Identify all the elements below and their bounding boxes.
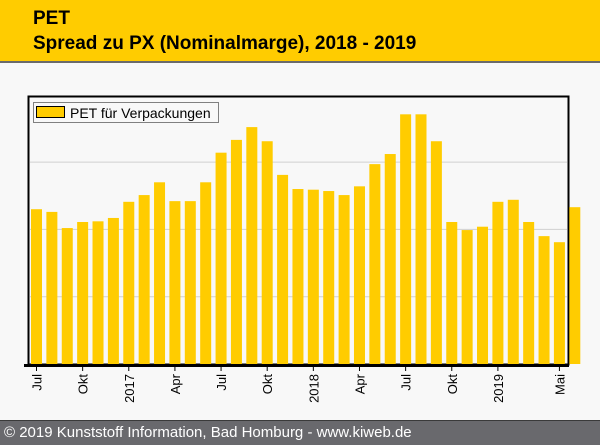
bar-2018-04 (353, 186, 365, 364)
bar-2019-03 (523, 221, 535, 364)
bar-2016-10 (77, 221, 89, 364)
bar-2019-01 (492, 201, 504, 364)
bar-2017-10 (261, 141, 273, 364)
x-axis-ticks: Jul Okt 2017 Apr Jul Okt 2018 Apr Jul Okt 2019 Mai (30, 366, 567, 403)
bar-2017-08 (230, 139, 242, 364)
legend-swatch (36, 106, 65, 118)
x-tick-label: Jul (399, 374, 414, 391)
x-tick-label: Okt (260, 374, 275, 395)
bar-2019-04 (538, 236, 550, 364)
x-tick-label: Okt (445, 374, 460, 395)
bar-2019-06 (569, 207, 581, 364)
chart-subtitle: Spread zu PX (Nominalmarge), 2018 - 2019 (33, 33, 417, 54)
bar-2018-09 (430, 141, 442, 364)
x-tick-label: Mai (552, 374, 567, 395)
bar-2016-09 (61, 228, 73, 364)
bar-2018-02 (323, 191, 335, 364)
bar-2017-07 (215, 152, 227, 364)
bar-2018-11 (461, 230, 473, 364)
bar-2017-02 (138, 195, 150, 364)
bar-2018-03 (338, 195, 350, 364)
x-tick-label: 2017 (122, 374, 137, 403)
bar-2017-04 (169, 201, 181, 364)
bar-2018-10 (446, 221, 458, 364)
bar-2017-09 (246, 127, 258, 364)
x-tick-label: 2019 (491, 374, 506, 403)
copyright-text: © 2019 Kunststoff Information, Bad Hombu… (4, 424, 412, 441)
x-tick-label: Jul (30, 374, 45, 391)
bar-2018-08 (415, 114, 427, 364)
bar-2017-06 (200, 182, 212, 364)
bar-2016-07 (31, 209, 42, 364)
bar-2017-05 (184, 201, 196, 364)
legend-box (33, 102, 219, 123)
chart-title: PET (33, 8, 70, 29)
chart-header: PET Spread zu PX (Nominalmarge), 2018 - … (0, 0, 600, 63)
bar-2017-03 (154, 182, 166, 364)
bar-2016-11 (92, 221, 104, 364)
x-tick-label: Jul (214, 374, 229, 391)
legend-label: PET für Verpackungen (70, 105, 211, 121)
x-tick-label: 2018 (306, 374, 321, 403)
bar-2018-12 (477, 226, 489, 364)
bar-2018-07 (400, 114, 412, 364)
x-tick-label: Apr (168, 373, 183, 394)
bar-2017-11 (277, 174, 289, 364)
x-tick-label: Apr (352, 373, 367, 394)
bar-2017-01 (123, 201, 135, 364)
bars (31, 114, 581, 364)
legend: PET für Verpackungen (33, 102, 219, 123)
bar-2019-05 (553, 242, 565, 364)
bar-2016-12 (107, 217, 119, 364)
bar-2018-05 (369, 164, 381, 364)
bar-2019-02 (507, 199, 519, 364)
x-tick-label: Okt (76, 374, 91, 395)
footer: © 2019 Kunststoff Information, Bad Hombu… (0, 420, 600, 445)
bar-2016-08 (46, 211, 58, 364)
bar-2017-12 (292, 189, 304, 364)
bar-2018-01 (307, 189, 319, 364)
bar-2018-06 (384, 154, 396, 364)
